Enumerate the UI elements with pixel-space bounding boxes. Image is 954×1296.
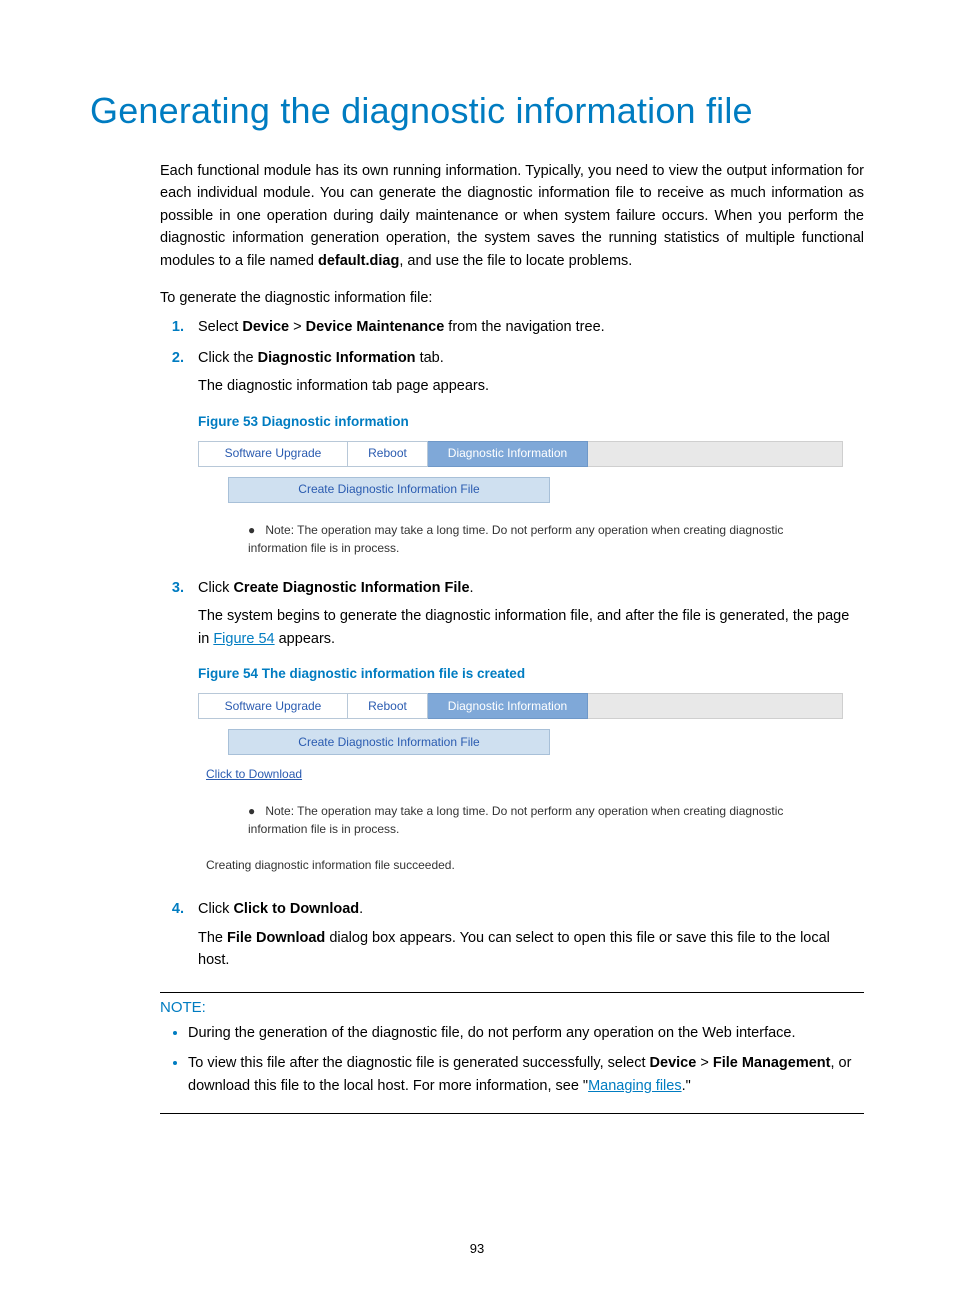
note2-mid: >: [696, 1055, 713, 1071]
note2-pre: To view this file after the diagnostic f…: [188, 1055, 650, 1071]
step-2-sub: The diagnostic information tab page appe…: [198, 375, 864, 397]
note-item-2: To view this file after the diagnostic f…: [188, 1052, 864, 1097]
note-list: During the generation of the diagnostic …: [160, 1022, 864, 1114]
step-2-pre: Click the: [198, 350, 258, 366]
bullet-icon: ●: [248, 521, 262, 539]
fig54-tab-diagnostic-info[interactable]: Diagnostic Information: [428, 693, 588, 719]
figure-54-screenshot: Software Upgrade Reboot Diagnostic Infor…: [198, 693, 843, 874]
figure-54-caption: Figure 54 The diagnostic information fil…: [198, 664, 864, 685]
step-1-b2: Device Maintenance: [306, 319, 445, 335]
step-4: Click Click to Download. The File Downlo…: [188, 898, 864, 971]
lead-sentence: To generate the diagnostic information f…: [160, 290, 864, 306]
fig53-tab-software-upgrade[interactable]: Software Upgrade: [198, 441, 348, 467]
note2-b2: File Management: [713, 1055, 831, 1071]
fig53-note: ● Note: The operation may take a long ti…: [248, 521, 828, 557]
fig54-tab-filler: [588, 693, 843, 719]
note2-post2: .": [682, 1078, 691, 1094]
note-item-1: During the generation of the diagnostic …: [188, 1022, 864, 1044]
step-3-b1: Create Diagnostic Information File: [233, 580, 469, 596]
step-1-mid: >: [289, 319, 306, 335]
note2-b1: Device: [650, 1055, 697, 1071]
bullet-icon: ●: [248, 802, 262, 820]
fig54-create-diag-button[interactable]: Create Diagnostic Information File: [228, 729, 550, 755]
note-title: NOTE:: [160, 992, 864, 1016]
fig53-note-text: Note: The operation may take a long time…: [248, 523, 783, 555]
step-4-sub: The File Download dialog box appears. Yo…: [198, 927, 864, 972]
note-box: NOTE: During the generation of the diagn…: [160, 992, 864, 1114]
step-3-pre: Click: [198, 580, 233, 596]
step-2-post: tab.: [416, 350, 444, 366]
fig53-create-diag-button[interactable]: Create Diagnostic Information File: [228, 477, 550, 503]
fig54-download-row: Click to Download: [206, 765, 843, 784]
figure-53-caption: Figure 53 Diagnostic information: [198, 412, 864, 433]
fig54-tabbar: Software Upgrade Reboot Diagnostic Infor…: [198, 693, 843, 719]
step-4-pre: Click: [198, 901, 233, 917]
fig54-tab-software-upgrade[interactable]: Software Upgrade: [198, 693, 348, 719]
fig54-tab-reboot[interactable]: Reboot: [348, 693, 428, 719]
page-title: Generating the diagnostic information fi…: [90, 90, 864, 132]
step-4-b1: Click to Download: [233, 901, 359, 917]
intro-bold: default.diag: [318, 253, 399, 269]
step-4-post: .: [359, 901, 363, 917]
click-to-download-link[interactable]: Click to Download: [206, 767, 302, 781]
step-1-pre: Select: [198, 319, 242, 335]
step-1: Select Device > Device Maintenance from …: [188, 316, 864, 338]
fig53-button-row: Create Diagnostic Information File: [228, 477, 843, 503]
fig54-status: Creating diagnostic information file suc…: [206, 856, 843, 875]
fig53-tab-filler: [588, 441, 843, 467]
step-3: Click Create Diagnostic Information File…: [188, 577, 864, 875]
step-3-sub: The system begins to generate the diagno…: [198, 605, 864, 650]
step-3-post: .: [470, 580, 474, 596]
step-2-b1: Diagnostic Information: [258, 350, 416, 366]
fig53-tab-diagnostic-info[interactable]: Diagnostic Information: [428, 441, 588, 467]
fig53-tabbar: Software Upgrade Reboot Diagnostic Infor…: [198, 441, 843, 467]
step-3-sub-post: appears.: [275, 631, 335, 647]
page-number: 93: [0, 1241, 954, 1256]
fig53-tab-reboot[interactable]: Reboot: [348, 441, 428, 467]
intro-paragraph: Each functional module has its own runni…: [160, 160, 864, 272]
step-1-post: from the navigation tree.: [444, 319, 604, 335]
step-2: Click the Diagnostic Information tab. Th…: [188, 347, 864, 557]
fig54-button-row: Create Diagnostic Information File: [228, 729, 843, 755]
step-1-b1: Device: [242, 319, 289, 335]
figure-53-screenshot: Software Upgrade Reboot Diagnostic Infor…: [198, 441, 843, 557]
step-4-sub-pre: The: [198, 930, 227, 946]
step-4-sub-b: File Download: [227, 930, 325, 946]
fig54-note-text: Note: The operation may take a long time…: [248, 804, 783, 836]
steps-list: Select Device > Device Maintenance from …: [160, 316, 864, 971]
managing-files-link[interactable]: Managing files: [588, 1078, 682, 1094]
intro-text-2: , and use the file to locate problems.: [399, 253, 632, 269]
fig54-note: ● Note: The operation may take a long ti…: [248, 802, 828, 838]
document-page: Generating the diagnostic information fi…: [0, 0, 954, 1296]
figure-54-link[interactable]: Figure 54: [213, 631, 274, 647]
